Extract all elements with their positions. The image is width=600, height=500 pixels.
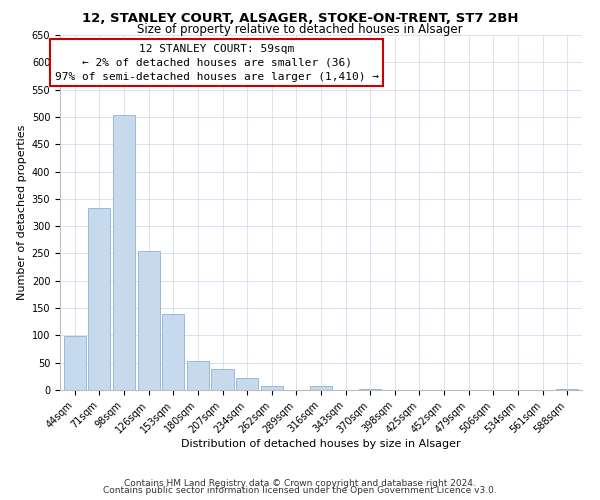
- Bar: [113, 116, 135, 390]
- Bar: [211, 369, 233, 390]
- Text: Contains HM Land Registry data © Crown copyright and database right 2024.: Contains HM Land Registry data © Crown c…: [124, 478, 476, 488]
- Y-axis label: Number of detached properties: Number of detached properties: [17, 125, 28, 300]
- Bar: [187, 361, 209, 390]
- Text: Size of property relative to detached houses in Alsager: Size of property relative to detached ho…: [137, 22, 463, 36]
- Bar: [162, 314, 184, 390]
- Text: 12 STANLEY COURT: 59sqm
← 2% of detached houses are smaller (36)
97% of semi-det: 12 STANLEY COURT: 59sqm ← 2% of detached…: [55, 44, 379, 82]
- Bar: [236, 378, 258, 390]
- Bar: [137, 250, 160, 390]
- Bar: [88, 208, 110, 390]
- Bar: [310, 386, 332, 390]
- Bar: [64, 336, 86, 390]
- Text: 12, STANLEY COURT, ALSAGER, STOKE-ON-TRENT, ST7 2BH: 12, STANLEY COURT, ALSAGER, STOKE-ON-TRE…: [82, 12, 518, 24]
- Bar: [556, 389, 578, 390]
- X-axis label: Distribution of detached houses by size in Alsager: Distribution of detached houses by size …: [181, 439, 461, 449]
- Bar: [260, 386, 283, 390]
- Text: Contains public sector information licensed under the Open Government Licence v3: Contains public sector information licen…: [103, 486, 497, 495]
